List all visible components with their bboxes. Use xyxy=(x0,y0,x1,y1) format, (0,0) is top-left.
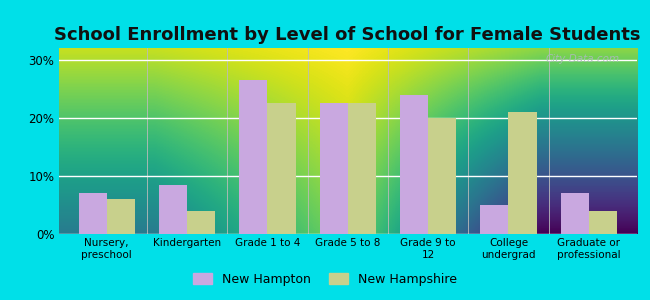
Bar xyxy=(480,205,508,234)
Bar xyxy=(508,112,536,234)
Bar xyxy=(159,184,187,234)
Bar xyxy=(187,211,215,234)
Bar xyxy=(589,211,617,234)
Text: City-Data.com: City-Data.com xyxy=(545,54,619,64)
Title: School Enrollment by Level of School for Female Students: School Enrollment by Level of School for… xyxy=(55,26,641,44)
Bar xyxy=(400,94,428,234)
Bar xyxy=(107,199,135,234)
Bar xyxy=(348,103,376,234)
Bar xyxy=(239,80,267,234)
Bar xyxy=(428,118,456,234)
Bar xyxy=(267,103,296,234)
Bar xyxy=(79,193,107,234)
Bar xyxy=(561,193,589,234)
Bar xyxy=(320,103,348,234)
Legend: New Hampton, New Hampshire: New Hampton, New Hampshire xyxy=(188,268,462,291)
